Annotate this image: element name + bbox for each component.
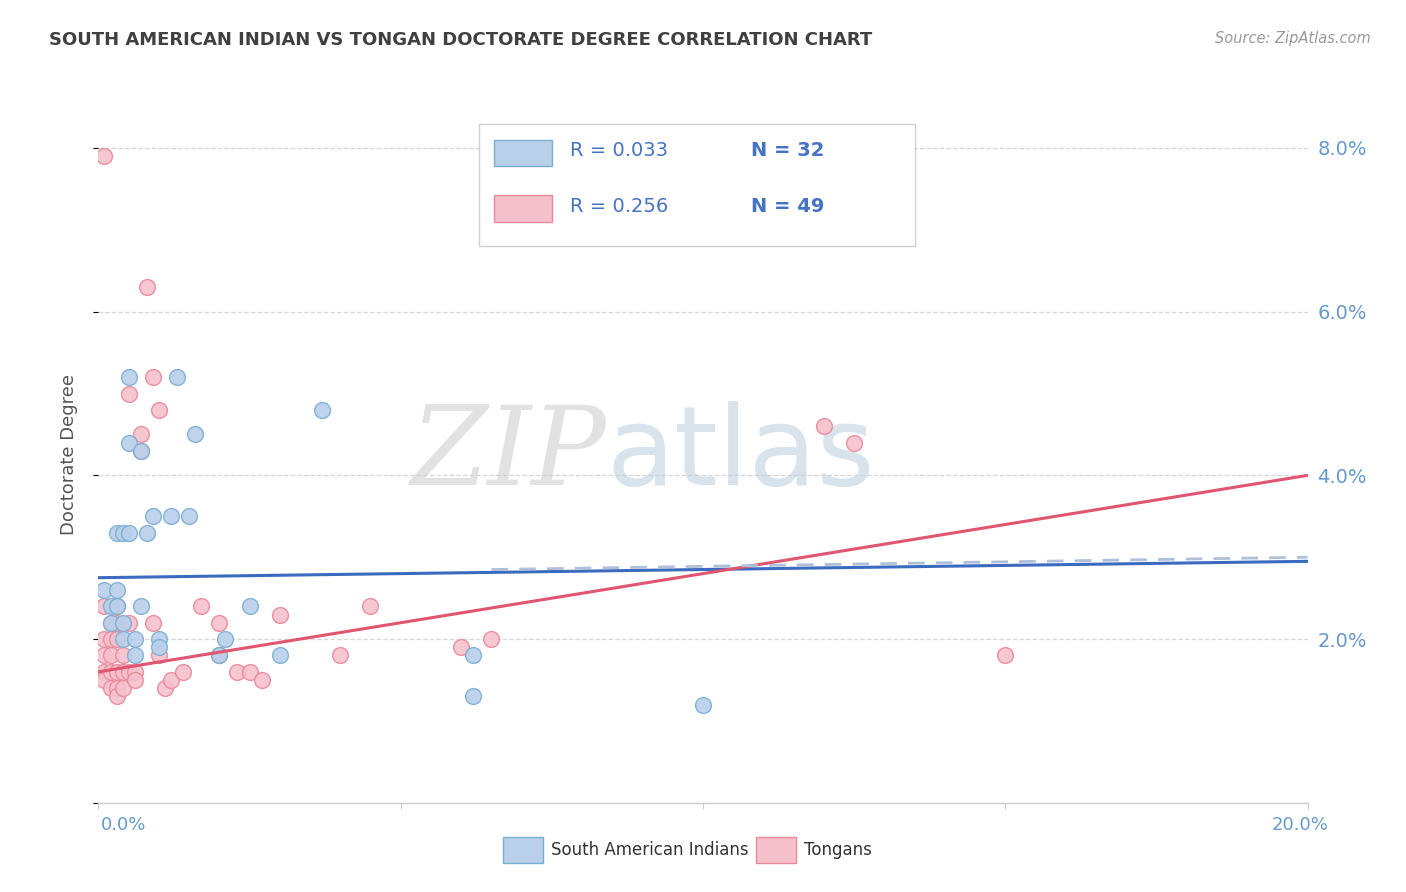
- Text: SOUTH AMERICAN INDIAN VS TONGAN DOCTORATE DEGREE CORRELATION CHART: SOUTH AMERICAN INDIAN VS TONGAN DOCTORAT…: [49, 31, 873, 49]
- Point: [105, 690, 128, 704]
- Point: [93, 582, 115, 597]
- Point: [129, 599, 152, 614]
- Point: [208, 648, 231, 663]
- Point: [153, 681, 176, 696]
- Point: [100, 681, 122, 696]
- Text: atlas: atlas: [606, 401, 875, 508]
- Text: R = 0.033: R = 0.033: [569, 141, 668, 161]
- Point: [93, 149, 115, 163]
- Point: [118, 615, 141, 630]
- Point: [93, 673, 115, 687]
- Point: [105, 665, 128, 679]
- Point: [250, 673, 273, 687]
- Point: [111, 681, 134, 696]
- Point: [100, 615, 122, 630]
- Point: [692, 698, 714, 712]
- Text: Tongans: Tongans: [804, 841, 872, 859]
- Point: [148, 648, 170, 663]
- Point: [239, 599, 262, 614]
- Point: [124, 673, 146, 687]
- Point: [360, 599, 382, 614]
- Point: [111, 648, 134, 663]
- Point: [463, 690, 485, 704]
- Y-axis label: Doctorate Degree: Doctorate Degree: [59, 375, 77, 535]
- Point: [135, 525, 157, 540]
- Text: Source: ZipAtlas.com: Source: ZipAtlas.com: [1215, 31, 1371, 46]
- Point: [160, 509, 183, 524]
- Point: [124, 665, 146, 679]
- Point: [142, 615, 165, 630]
- Point: [135, 280, 157, 294]
- Point: [129, 443, 152, 458]
- Point: [100, 648, 122, 663]
- Point: [111, 525, 134, 540]
- Point: [129, 427, 152, 442]
- Point: [118, 525, 141, 540]
- Point: [208, 648, 231, 663]
- Point: [111, 615, 134, 630]
- Point: [450, 640, 472, 655]
- Point: [142, 370, 165, 384]
- Text: South American Indians: South American Indians: [551, 841, 749, 859]
- Point: [100, 632, 122, 646]
- Point: [148, 632, 170, 646]
- Point: [105, 615, 128, 630]
- Bar: [494, 195, 551, 222]
- Text: 20.0%: 20.0%: [1272, 816, 1329, 834]
- Bar: [494, 140, 551, 166]
- Point: [994, 648, 1017, 663]
- Text: N = 49: N = 49: [751, 197, 825, 216]
- Point: [124, 632, 146, 646]
- Point: [93, 599, 115, 614]
- Point: [214, 632, 236, 646]
- Point: [179, 509, 201, 524]
- Point: [124, 648, 146, 663]
- Point: [160, 673, 183, 687]
- Point: [481, 632, 503, 646]
- Point: [105, 599, 128, 614]
- Point: [111, 632, 134, 646]
- Point: [269, 607, 291, 622]
- FancyBboxPatch shape: [479, 124, 915, 246]
- Point: [239, 665, 262, 679]
- Point: [166, 370, 188, 384]
- Point: [93, 648, 115, 663]
- Point: [118, 386, 141, 401]
- Point: [311, 403, 333, 417]
- Point: [190, 599, 212, 614]
- Point: [105, 599, 128, 614]
- Point: [100, 665, 122, 679]
- Point: [269, 648, 291, 663]
- Point: [100, 615, 122, 630]
- Point: [172, 665, 194, 679]
- Point: [105, 582, 128, 597]
- Point: [93, 665, 115, 679]
- Point: [148, 640, 170, 655]
- Point: [118, 665, 141, 679]
- Text: ZIP: ZIP: [411, 401, 606, 508]
- Point: [844, 435, 866, 450]
- Text: N = 32: N = 32: [751, 141, 825, 161]
- Point: [118, 370, 141, 384]
- Point: [93, 632, 115, 646]
- Point: [118, 435, 141, 450]
- Point: [226, 665, 249, 679]
- Text: 0.0%: 0.0%: [101, 816, 146, 834]
- Point: [463, 648, 485, 663]
- Point: [105, 525, 128, 540]
- Point: [100, 599, 122, 614]
- Point: [208, 615, 231, 630]
- Point: [813, 419, 835, 434]
- Point: [105, 632, 128, 646]
- Point: [148, 403, 170, 417]
- Point: [111, 665, 134, 679]
- Point: [329, 648, 352, 663]
- Point: [184, 427, 207, 442]
- Point: [142, 509, 165, 524]
- Point: [129, 443, 152, 458]
- Text: R = 0.256: R = 0.256: [569, 197, 668, 216]
- Point: [105, 681, 128, 696]
